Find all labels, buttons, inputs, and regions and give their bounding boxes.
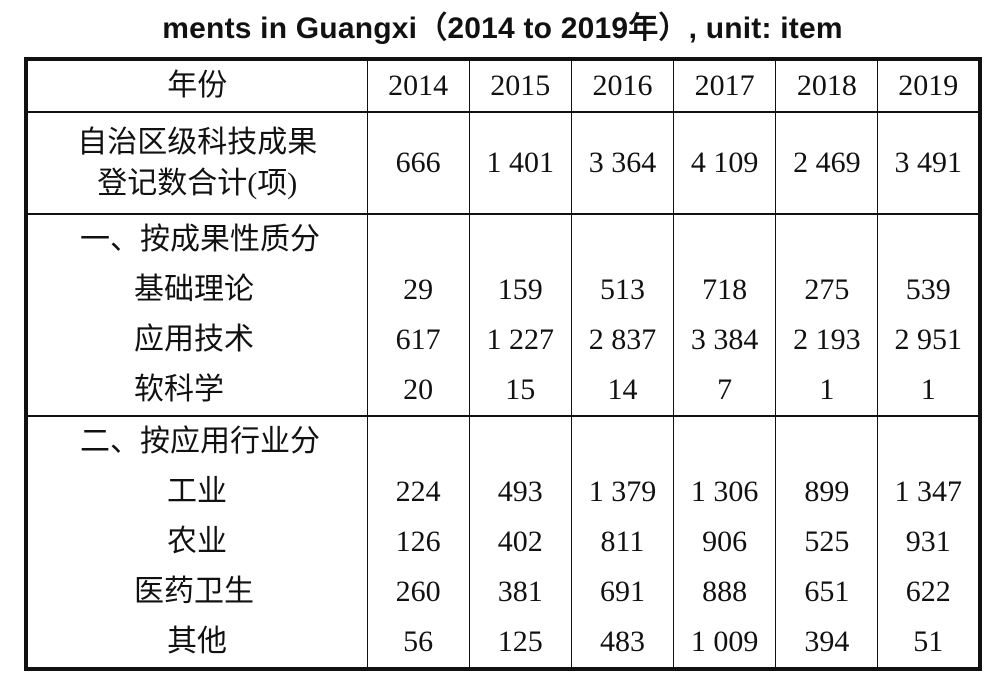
table-cell: 402 [468,517,572,567]
table-cell: 525 [775,517,878,567]
table-cell: 2 837 [570,315,674,365]
section2-label: 二、按应用行业分 [80,425,320,458]
table-cell: 651 [775,567,878,617]
table-row: 基础理论 29 159 513 718 275 539 [26,265,981,315]
table-cell [468,416,572,467]
table-cell: 617 [366,315,470,365]
table-cell [775,416,878,467]
table-cell: 811 [570,517,674,567]
table-row: 其他 56 125 483 1 009 394 51 [26,617,981,669]
table-row: 医药卫生 260 381 691 888 651 622 [26,567,981,617]
row-label: 其他 [167,625,227,658]
table-cell: 159 [468,265,572,315]
table-cell: 260 [366,567,470,617]
table-cell: 1 401 [468,112,572,215]
table-cell [468,214,572,265]
table-cell: 1 [775,365,878,417]
total-label-line2: 登记数合计(项) [97,167,298,200]
table-cell [366,416,470,467]
table-cell: 3 364 [570,112,674,215]
table-cell [673,214,776,265]
table-cell: 931 [877,517,981,567]
table-cell: 1 [877,365,981,417]
table-cell: 7 [673,365,776,417]
table-cell: 899 [775,467,878,517]
table-cell: 3 491 [877,112,981,215]
table-row: 软科学 20 15 14 7 1 1 [26,365,981,417]
total-label-line1: 自治区级科技成果 [77,126,318,159]
table-cell: 539 [877,265,981,315]
section-header-row: 二、按应用行业分 [26,416,981,467]
table-row: 农业 126 402 811 906 525 931 [26,517,981,567]
table-cell: 381 [468,567,572,617]
table-cell [366,214,470,265]
table-cell: 1 306 [673,467,776,517]
table-cell: 622 [877,567,981,617]
page-title: ments in Guangxi（2014 to 2019年）, unit: i… [162,12,843,45]
table-cell: 691 [570,567,674,617]
table-cell: 15 [468,365,572,417]
table-cell [673,416,776,467]
table-cell: 275 [775,265,878,315]
table-cell: 224 [366,467,470,517]
section1-label: 一、按成果性质分 [80,223,320,256]
table-cell: 493 [468,467,572,517]
header-label: 年份 [26,59,367,113]
table-cell: 2 469 [775,112,878,215]
row-label: 工业 [167,475,227,508]
table-cell: 513 [570,265,674,315]
row-label: 应用技术 [134,323,254,356]
table-cell [570,416,674,467]
year-header: 2015 [468,59,572,113]
total-row: 自治区级科技成果 登记数合计(项) 666 1 401 3 364 4 109 2… [26,112,981,215]
row-label: 软科学 [26,365,367,417]
table-cell: 2 951 [877,315,981,365]
table-cell [877,416,981,467]
table-cell: 51 [877,617,981,669]
table-cell: 666 [366,112,470,215]
year-header: 2018 [775,59,878,113]
table-cell: 1 227 [468,315,572,365]
table-cell: 3 384 [673,315,776,365]
achievements-table: 年份 2014 2015 2016 2017 2018 2019 自治区级科技成… [24,57,983,671]
table-row: 工业 224 493 1 379 1 306 899 1 347 [26,467,981,517]
year-header: 2014 [366,59,470,113]
row-label: 农业 [167,525,227,558]
table-cell [570,214,674,265]
table-row: 应用技术 617 1 227 2 837 3 384 2 193 2 951 [26,315,981,365]
table-cell: 906 [673,517,776,567]
table-cell: 394 [775,617,878,669]
table-cell: 20 [366,365,470,417]
table-cell: 1 009 [673,617,776,669]
header-row: 年份 2014 2015 2016 2017 2018 2019 [26,59,981,113]
row-label: 医药卫生 [134,575,254,608]
table-cell: 56 [366,617,470,669]
table-cell: 888 [673,567,776,617]
table-cell: 2 193 [775,315,878,365]
table-cell: 1 347 [877,467,981,517]
year-header: 2019 [877,59,981,113]
table-cell: 483 [570,617,674,669]
table-cell: 126 [366,517,470,567]
year-header: 2017 [673,59,776,113]
table-cell: 4 109 [673,112,776,215]
table-cell: 1 379 [570,467,674,517]
table-cell: 125 [468,617,572,669]
total-label: 自治区级科技成果 登记数合计(项) [26,112,367,215]
row-label: 基础理论 [134,273,254,306]
table-cell: 29 [366,265,470,315]
table-cell: 14 [570,365,674,417]
table-cell: 718 [673,265,776,315]
section-header-row: 一、按成果性质分 [26,214,981,265]
table-cell [877,214,981,265]
year-header: 2016 [570,59,674,113]
table-cell [775,214,878,265]
